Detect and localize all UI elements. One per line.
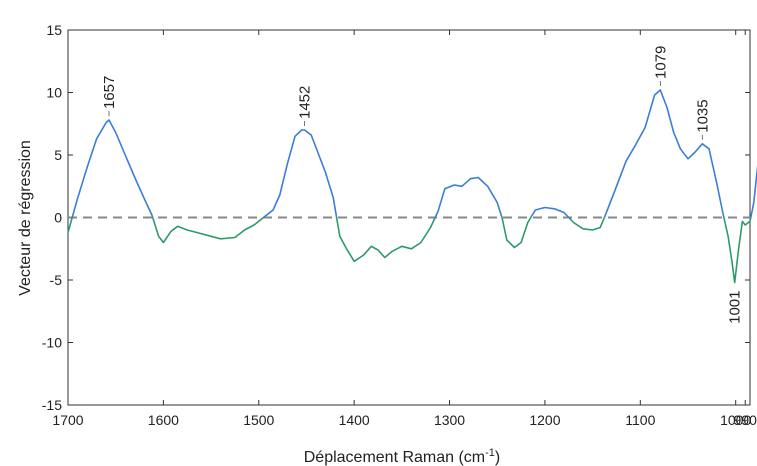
x-tick-label: 1600 — [148, 412, 179, 428]
series-line-positive — [750, 164, 757, 218]
series-line-positive — [263, 129, 338, 219]
x-tick-label: 1000 — [720, 412, 751, 428]
y-axis-label: Vecteur de régression — [17, 140, 34, 296]
series-line-negative — [568, 216, 606, 231]
series — [67, 89, 757, 284]
y-tick-label: 15 — [46, 22, 62, 38]
peak-label: 1079 — [652, 46, 669, 79]
x-tick-label: 1300 — [434, 412, 465, 428]
series-line-positive — [530, 206, 570, 219]
peak-annotations: 16571452107910359691001955 — [101, 46, 744, 324]
peak-label: 1657 — [101, 76, 118, 109]
x-axis-label-close: ) — [495, 449, 500, 466]
x-tick-label: 1100 — [625, 412, 655, 428]
y-tick-label: -10 — [42, 335, 62, 351]
plot-frame — [67, 29, 751, 406]
x-tick-label: 1400 — [339, 412, 370, 428]
x-tick-label: 1500 — [243, 412, 274, 428]
x-tick-label: 990 — [734, 412, 757, 428]
series-line-positive — [603, 89, 725, 218]
x-axis-label-text: Déplacement Raman (cm — [304, 449, 485, 466]
series-line-negative — [151, 216, 264, 244]
y-tick-label: -15 — [42, 397, 62, 413]
series-line-negative — [67, 217, 73, 233]
x-tick-label: 1200 — [529, 412, 560, 428]
y-tick-label: 0 — [54, 210, 62, 226]
series-line-positive — [71, 119, 154, 218]
y-tick-label: -5 — [50, 272, 63, 288]
series-line-negative — [335, 217, 436, 263]
x-tick-label: 1700 — [52, 412, 83, 428]
y-tick-label: 10 — [46, 85, 62, 101]
peak-label: 1035 — [694, 99, 711, 132]
y-tick-label: 5 — [54, 147, 62, 163]
peak-label: 1001 — [727, 291, 744, 324]
peak-label: 1452 — [297, 86, 314, 119]
series-line-positive — [434, 176, 503, 218]
series-line-negative — [501, 217, 532, 249]
x-axis-label-sup: -1 — [485, 447, 495, 459]
series-line-negative — [723, 217, 752, 284]
axes — [67, 29, 751, 406]
x-axis-label: Déplacement Raman (cm-1) — [304, 447, 501, 466]
